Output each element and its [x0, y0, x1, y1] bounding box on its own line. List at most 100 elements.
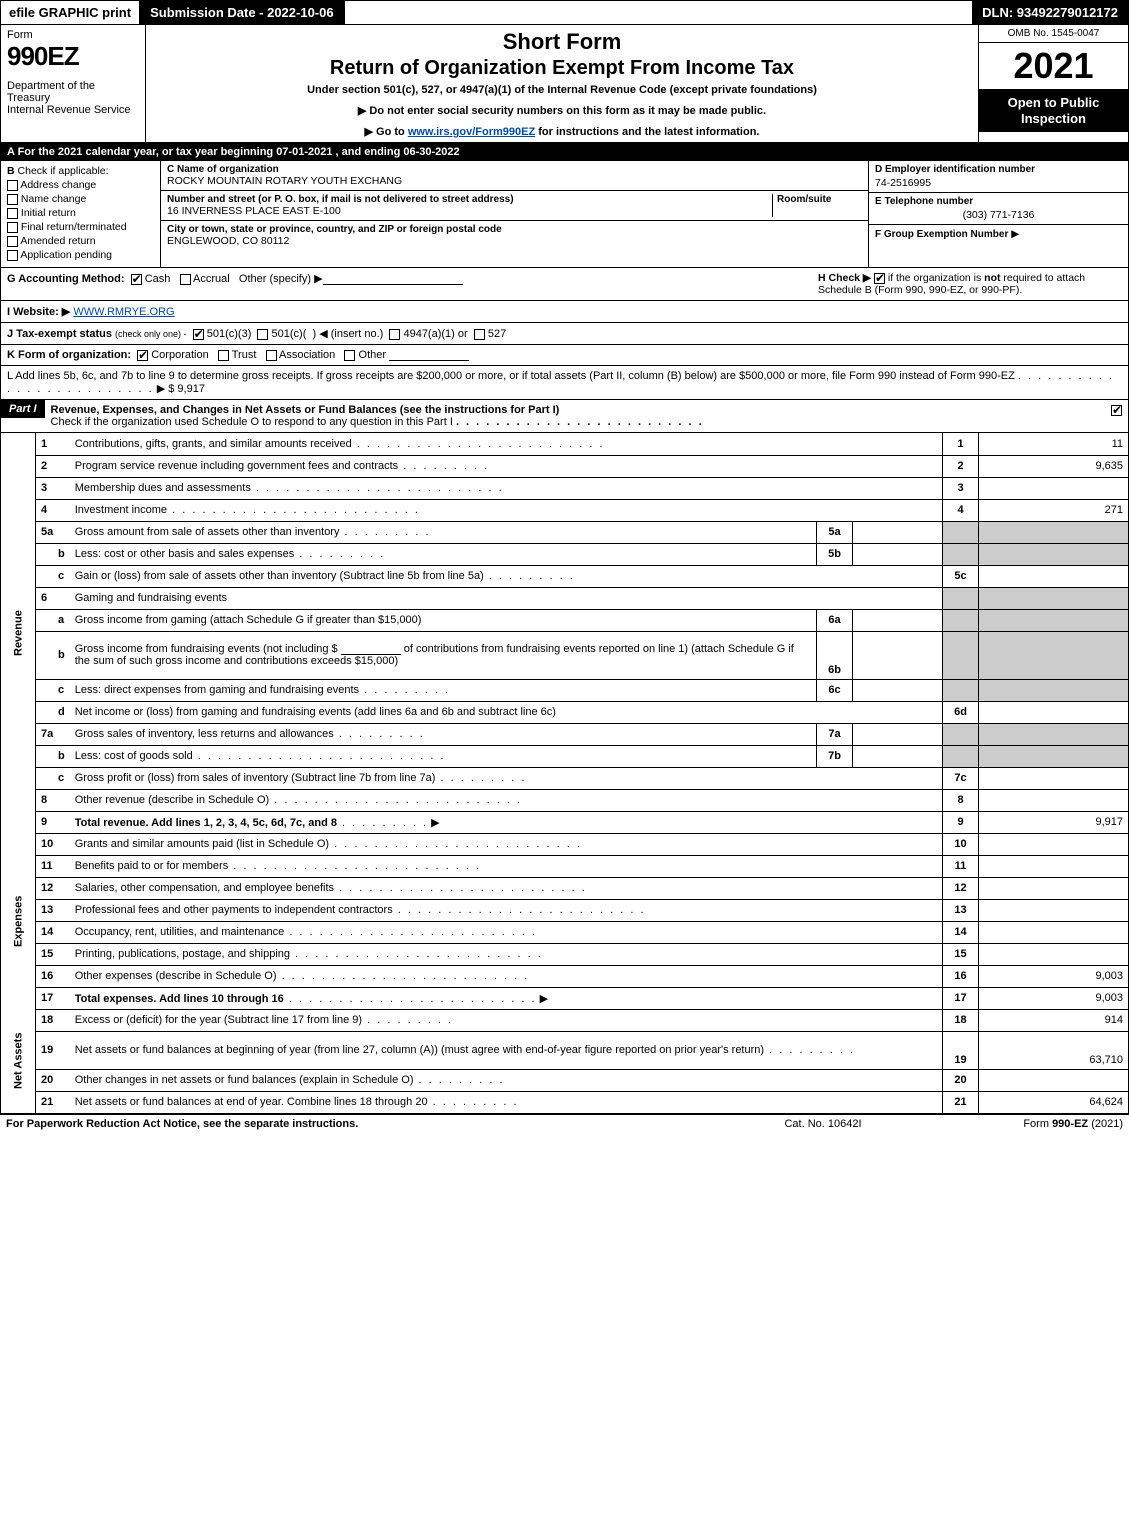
e-phone-row: E Telephone number (303) 771-7136	[869, 193, 1128, 225]
row-l-receipts: L Add lines 5b, 6c, and 7b to line 9 to …	[0, 366, 1129, 400]
dln-label: DLN: 93492279012172	[972, 1, 1128, 24]
checkbox-checked-icon	[874, 273, 885, 284]
room-label: Room/suite	[777, 194, 862, 205]
dots-icon	[284, 926, 537, 938]
checkbox-icon	[7, 194, 18, 205]
line-7a: 7a Gross sales of inventory, less return…	[1, 723, 1129, 745]
chk-initial-return[interactable]: Initial return	[7, 207, 154, 219]
line-5a-val	[853, 521, 943, 543]
c-name-label: C Name of organization	[167, 164, 862, 175]
dots-icon	[167, 504, 420, 516]
line-6: 6 Gaming and fundraising events	[1, 587, 1129, 609]
dots-icon	[193, 750, 446, 762]
g-cash: Cash	[145, 273, 171, 285]
dept-label: Department of the Treasury Internal Reve…	[7, 80, 139, 116]
part1-header: Part I Revenue, Expenses, and Changes in…	[0, 400, 1129, 433]
c-addr-value: 16 INVERNESS PLACE EAST E-100	[167, 205, 772, 217]
line-6b-val	[853, 631, 943, 679]
line-10: Expenses 10 Grants and similar amounts p…	[1, 833, 1129, 855]
website-link[interactable]: WWW.RMRYE.ORG	[73, 306, 174, 318]
short-form-title: Short Form	[152, 29, 972, 55]
chk-address-change[interactable]: Address change	[7, 179, 154, 191]
top-bar: efile GRAPHIC print Submission Date - 20…	[0, 0, 1129, 25]
line-20: 20 Other changes in net assets or fund b…	[1, 1069, 1129, 1091]
shaded-cell	[943, 521, 979, 543]
line-6b: b Gross income from fundraising events (…	[1, 631, 1129, 679]
chk-name-change[interactable]: Name change	[7, 193, 154, 205]
footer-left: For Paperwork Reduction Act Notice, see …	[6, 1118, 723, 1130]
i-label: I Website: ▶	[7, 306, 70, 318]
l-value: $ 9,917	[168, 383, 205, 395]
checkbox-icon	[344, 350, 355, 361]
shaded-cell	[943, 679, 979, 701]
shaded-cell	[943, 723, 979, 745]
row-a-period: A For the 2021 calendar year, or tax yea…	[0, 143, 1129, 161]
col-def: D Employer identification number 74-2516…	[868, 161, 1128, 267]
dots-icon	[290, 948, 543, 960]
irs-link[interactable]: www.irs.gov/Form990EZ	[408, 126, 535, 138]
open-inspection: Open to Public Inspection	[979, 89, 1128, 132]
checkbox-icon	[218, 350, 229, 361]
c-city-row: City or town, state or province, country…	[161, 221, 868, 250]
line-14: 14 Occupancy, rent, utilities, and maint…	[1, 921, 1129, 943]
g-label: G Accounting Method:	[7, 273, 125, 285]
part1-checkbox-cell	[1105, 400, 1128, 420]
dots-icon	[764, 1044, 855, 1056]
h-text2: if the organization is	[888, 272, 984, 284]
shaded-cell	[979, 543, 1129, 565]
chk-amended[interactable]: Amended return	[7, 235, 154, 247]
line-1: Revenue 1 Contributions, gifts, grants, …	[1, 433, 1129, 455]
col-c-org-info: C Name of organization ROCKY MOUNTAIN RO…	[161, 161, 868, 267]
col-b-checkboxes: B Check if applicable: Address change Na…	[1, 161, 161, 267]
dots-icon	[359, 684, 450, 696]
expenses-side-label: Expenses	[1, 833, 36, 1009]
part1-title-wrap: Revenue, Expenses, and Changes in Net As…	[45, 400, 1105, 432]
part1-table: Revenue 1 Contributions, gifts, grants, …	[0, 433, 1129, 1114]
checkbox-checked-icon	[193, 329, 204, 340]
line-12: 12 Salaries, other compensation, and emp…	[1, 877, 1129, 899]
dots-icon	[352, 438, 605, 450]
dots-icon	[339, 526, 430, 538]
submission-date: Submission Date - 2022-10-06	[139, 1, 345, 24]
line-18: Net Assets 18 Excess or (deficit) for th…	[1, 1009, 1129, 1031]
part1-badge: Part I	[1, 400, 45, 418]
line-21: 21 Net assets or fund balances at end of…	[1, 1091, 1129, 1113]
shaded-cell	[943, 631, 979, 679]
dots-icon	[334, 728, 425, 740]
line-16: 16 Other expenses (describe in Schedule …	[1, 965, 1129, 987]
netassets-side-label: Net Assets	[1, 1009, 36, 1113]
checkbox-icon	[266, 350, 277, 361]
line-7a-val	[853, 723, 943, 745]
h-not: not	[984, 272, 1000, 284]
chk-application-pending[interactable]: Application pending	[7, 249, 154, 261]
row-j-status: J Tax-exempt status (check only one) - 5…	[0, 323, 1129, 345]
shaded-cell	[979, 723, 1129, 745]
dots-icon	[329, 838, 582, 850]
checkbox-checked-icon	[131, 274, 142, 285]
form-number: 990EZ	[7, 41, 139, 72]
line-15: 15 Printing, publications, postage, and …	[1, 943, 1129, 965]
j-label: J Tax-exempt status	[7, 328, 112, 340]
chk-final-return[interactable]: Final return/terminated	[7, 221, 154, 233]
arrow-icon: ▶	[431, 817, 439, 829]
f-group-row: F Group Exemption Number ▶	[869, 225, 1128, 267]
dots-icon	[228, 860, 481, 872]
shaded-cell	[979, 679, 1129, 701]
efile-label[interactable]: efile GRAPHIC print	[1, 1, 139, 24]
checkbox-checked-icon[interactable]	[1111, 405, 1122, 416]
note-link: ▶ Go to www.irs.gov/Form990EZ for instru…	[152, 125, 972, 138]
b-letter: B	[7, 165, 15, 177]
k-other-blank	[389, 360, 469, 361]
arrow-icon: ▶	[540, 993, 548, 1005]
c-addr-row: Number and street (or P. O. box, if mail…	[161, 191, 868, 221]
dots-icon	[277, 970, 530, 982]
form-word: Form	[7, 29, 139, 41]
dots-icon	[334, 882, 587, 894]
revenue-side-label: Revenue	[1, 433, 36, 833]
g-accounting: G Accounting Method: Cash Accrual Other …	[7, 272, 812, 296]
dots-icon	[428, 1096, 519, 1108]
checkbox-icon	[257, 329, 268, 340]
checkbox-icon	[7, 180, 18, 191]
footer-center: Cat. No. 10642I	[723, 1118, 923, 1130]
checkbox-icon	[7, 208, 18, 219]
